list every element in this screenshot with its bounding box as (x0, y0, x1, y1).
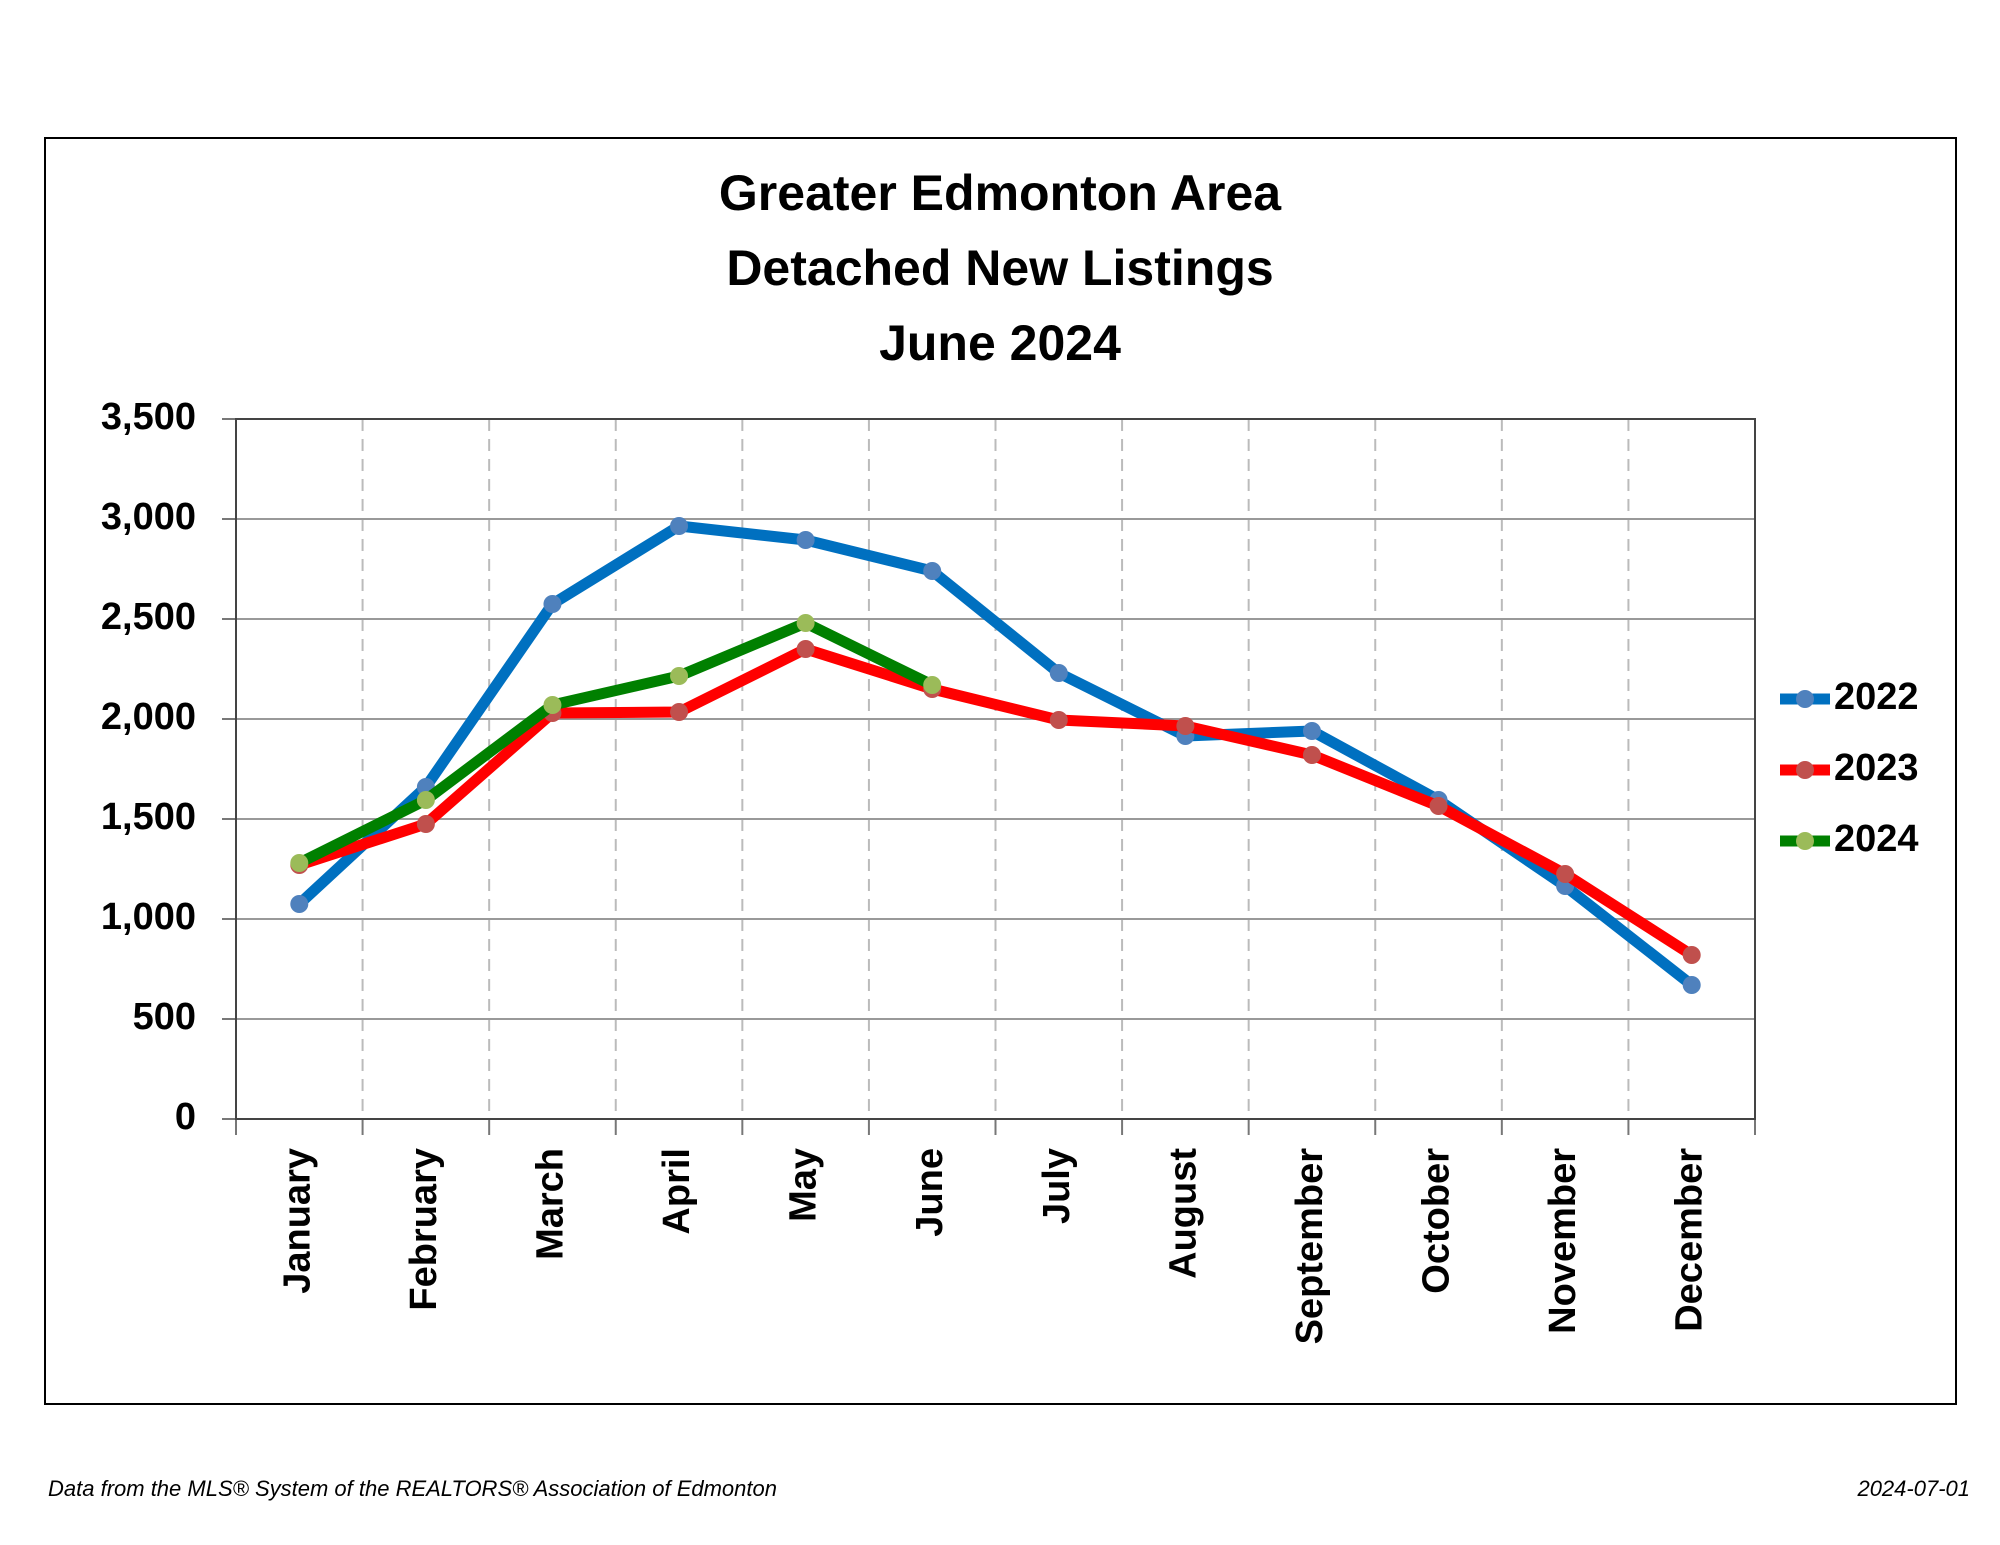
plot-frame (235, 418, 1756, 1120)
data-point (416, 815, 435, 833)
legend-marker (1796, 832, 1814, 850)
chart-title: Detached New Listings (726, 240, 1273, 296)
data-point (1049, 664, 1068, 682)
legend-label: 2024 (1834, 818, 1919, 860)
data-point (290, 895, 309, 913)
x-tick-label: February (403, 1148, 445, 1311)
y-tick-label: 1,000 (101, 896, 196, 938)
data-point (796, 531, 815, 549)
data-point (796, 614, 815, 632)
date-note: 2024-07-01 (1856, 1476, 1970, 1501)
data-point (670, 667, 689, 685)
data-point (1429, 797, 1448, 815)
data-point (1302, 746, 1321, 764)
data-point (1302, 722, 1321, 740)
x-tick-label: April (656, 1148, 698, 1235)
x-tick-label: July (1036, 1148, 1078, 1224)
y-tick-label: 3,500 (101, 396, 196, 438)
data-point (290, 854, 309, 872)
series-line (297, 643, 1695, 960)
x-tick-label: January (276, 1148, 318, 1294)
x-tick-label: October (1416, 1148, 1458, 1294)
legend-marker (1796, 761, 1814, 779)
data-point (670, 517, 689, 535)
data-point (1049, 711, 1068, 729)
y-tick-label: 2,000 (101, 696, 196, 738)
y-tick-label: 0 (175, 1096, 196, 1138)
data-point (1682, 976, 1701, 994)
chart-frame (44, 137, 1957, 1405)
legend-label: 2023 (1834, 747, 1919, 789)
data-point (670, 703, 689, 721)
y-tick-label: 3,000 (101, 496, 196, 538)
chart-title: June 2024 (879, 315, 1121, 371)
data-point (796, 640, 815, 658)
data-point (923, 676, 942, 694)
x-tick-label: December (1669, 1148, 1711, 1332)
source-note: Data from the MLS® System of the REALTOR… (48, 1476, 777, 1501)
x-tick-label: September (1289, 1148, 1331, 1345)
x-tick-label: March (529, 1148, 571, 1260)
x-tick-label: May (783, 1148, 825, 1222)
legend-label: 2022 (1834, 676, 1919, 718)
legend-marker (1796, 690, 1814, 708)
x-tick-label: August (1162, 1148, 1204, 1279)
data-point (543, 595, 562, 613)
x-tick-label: November (1542, 1148, 1584, 1334)
y-tick-label: 2,500 (101, 596, 196, 638)
x-tick-label: June (909, 1148, 951, 1237)
data-point (1176, 717, 1195, 735)
data-point (1682, 946, 1701, 964)
data-point (543, 696, 562, 714)
data-point (416, 791, 435, 809)
chart-title: Greater Edmonton Area (719, 165, 1282, 221)
y-tick-label: 500 (133, 996, 196, 1038)
data-point (1556, 865, 1575, 883)
y-tick-label: 1,500 (101, 796, 196, 838)
data-point (923, 562, 942, 580)
series-line (296, 617, 935, 868)
